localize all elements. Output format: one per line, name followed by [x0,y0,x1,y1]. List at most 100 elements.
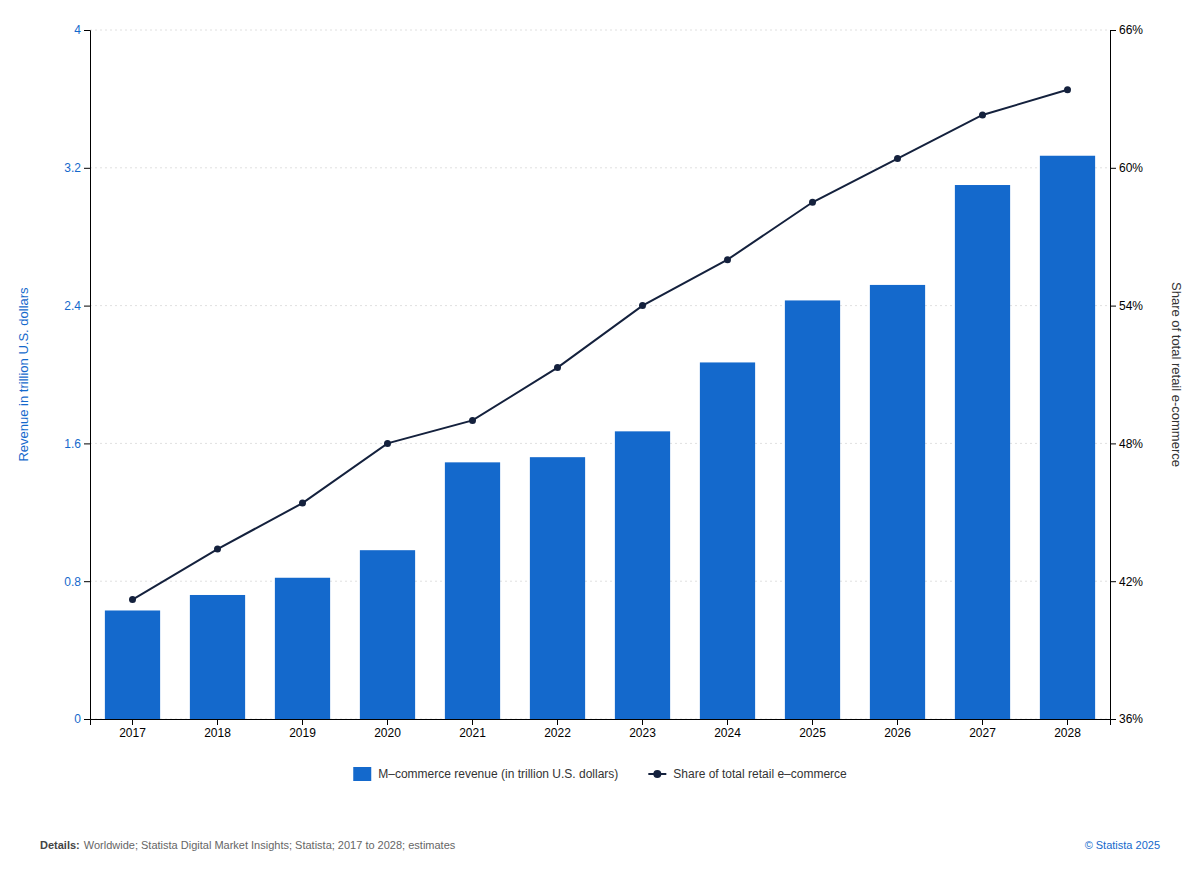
line-series [129,86,1071,603]
tick-mark [727,719,728,725]
tick-mark [1110,443,1116,444]
marker [554,364,561,371]
bar [955,185,1010,719]
tick-mark [84,443,90,444]
grid-line [90,30,1110,31]
legend-item: Share of total retail e–commerce [648,767,847,781]
tick-label: 2027 [969,726,996,740]
tick-label: 2024 [714,726,741,740]
tick-label: 2018 [204,726,231,740]
tick: 42% [1110,575,1143,589]
tick-mark [1067,719,1068,725]
tick-mark [84,306,90,307]
bar [105,610,160,719]
tick-mark [84,168,90,169]
bar [700,362,755,719]
legend-label: M–commerce revenue (in trillion U.S. dol… [378,767,618,781]
bar-series [105,156,1095,719]
tick-mark [387,719,388,725]
y2-axis-title: Share of total retail e-commerce [1169,282,1184,467]
tick-label: 42% [1119,575,1143,589]
bar [870,285,925,719]
legend: M–commerce revenue (in trillion U.S. dol… [353,767,847,781]
tick-label: 48% [1119,437,1143,451]
tick-label: 1.6 [64,437,81,451]
tick: 0.8 [64,575,90,589]
legend-item: M–commerce revenue (in trillion U.S. dol… [353,767,618,781]
tick-label: 2021 [459,726,486,740]
annotation: Details: [40,839,80,851]
marker [724,256,731,263]
axis-line [84,31,91,720]
tick: 1.6 [64,437,90,451]
tick-mark [897,719,898,725]
tick-label: 0 [74,712,81,726]
tick: 2026 [884,719,911,740]
marker [214,546,221,553]
tick: 60% [1110,161,1143,175]
tick-label: 2017 [119,726,146,740]
tick-label: 36% [1119,712,1143,726]
tick-label: 2028 [1054,726,1081,740]
bar [360,550,415,719]
tick-label: 2025 [799,726,826,740]
tick-label: 0.8 [64,575,81,589]
tick-mark [1110,168,1116,169]
tick-mark [132,719,133,725]
tick-mark [1110,306,1116,307]
tick: 2024 [714,719,741,740]
tick-label: 2023 [629,726,656,740]
tick-mark [1110,30,1116,31]
legend-marker [653,770,661,778]
marker [129,596,136,603]
tick-mark [1110,581,1116,582]
grid [90,30,1110,719]
tick-label: 2.4 [64,299,81,313]
bar [190,595,245,719]
bar [1040,156,1095,719]
tick-mark [84,30,90,31]
plot-area: 2017201820192020202120222023202420252026… [64,23,1143,739]
tick: 2025 [799,719,826,740]
annotation: Worldwide; Statista Digital Market Insig… [84,839,456,851]
tick-label: 2020 [374,726,401,740]
tick: 2.4 [64,299,90,313]
tick: 2019 [289,719,316,740]
tick: 2028 [1054,719,1081,740]
y-axis: 0 0.8 1.6 2.4 3.2 4 [64,23,90,726]
marker [894,155,901,162]
tick-label: 2019 [289,726,316,740]
tick: 0 [74,712,90,726]
tick-label: 66% [1119,23,1143,37]
bar [615,431,670,719]
bar [530,457,585,719]
tick: 3.2 [64,161,90,175]
bar [785,300,840,719]
chart: 2017201820192020202120222023202420252026… [0,0,1200,869]
tick-mark [84,719,90,720]
y2-axis: 36% 42% 48% 54% 60% 66% [1110,23,1143,726]
tick-mark [217,719,218,725]
tick: 2027 [969,719,996,740]
tick-mark [642,719,643,725]
legend-swatch [353,767,371,781]
x-axis: 2017201820192020202120222023202420252026… [91,719,1111,740]
tick: 4 [74,23,90,37]
tick: 2018 [204,719,231,740]
tick-mark [472,719,473,725]
marker [639,302,646,309]
tick-mark [302,719,303,725]
marker [469,417,476,424]
tick-mark [1110,719,1116,720]
tick: 2020 [374,719,401,740]
marker [809,199,816,206]
tick: 2017 [119,719,146,740]
tick-label: 54% [1119,299,1143,313]
annotation: © Statista 2025 [1085,839,1160,851]
y-axis-title: Revenue in trillion U.S. dollars [16,287,31,462]
tick: 2023 [629,719,656,740]
tick-label: 3.2 [64,161,81,175]
marker [384,440,391,447]
tick: 36% [1110,712,1143,726]
tick: 66% [1110,23,1143,37]
